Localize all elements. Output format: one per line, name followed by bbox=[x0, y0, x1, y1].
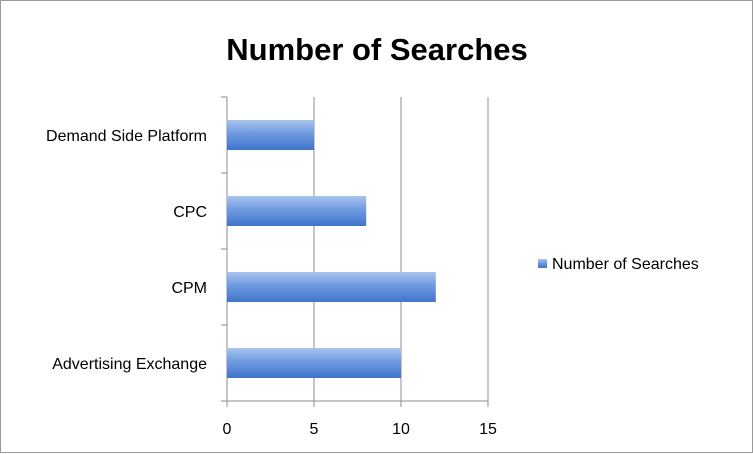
x-tick-label-10: 10 bbox=[392, 421, 410, 438]
legend-swatch bbox=[538, 259, 547, 268]
bar-advertising-exchange bbox=[227, 348, 401, 378]
category-label-cpc: CPC bbox=[173, 204, 207, 221]
category-labels: Demand Side Platform CPC CPM Advertising Ex… bbox=[46, 128, 207, 373]
legend-label: Number of Searches bbox=[552, 256, 699, 273]
bar-cpm bbox=[227, 272, 436, 302]
bar-cpc bbox=[227, 196, 367, 226]
legend: Number of Searches bbox=[538, 256, 699, 273]
bar-demand-side-platform bbox=[227, 120, 314, 150]
x-tick-label-5: 5 bbox=[310, 421, 319, 438]
tick-labels: 0 5 10 15 bbox=[223, 421, 497, 438]
category-label-cpm: CPM bbox=[171, 280, 207, 297]
x-tick-label-15: 15 bbox=[479, 421, 497, 438]
chart-title: Number of Searches bbox=[226, 32, 528, 67]
category-label-demand-side-platform: Demand Side Platform bbox=[46, 128, 207, 145]
category-label-advertising-exchange: Advertising Exchange bbox=[52, 356, 207, 373]
bars bbox=[227, 120, 436, 378]
x-tick-label-0: 0 bbox=[223, 421, 232, 438]
